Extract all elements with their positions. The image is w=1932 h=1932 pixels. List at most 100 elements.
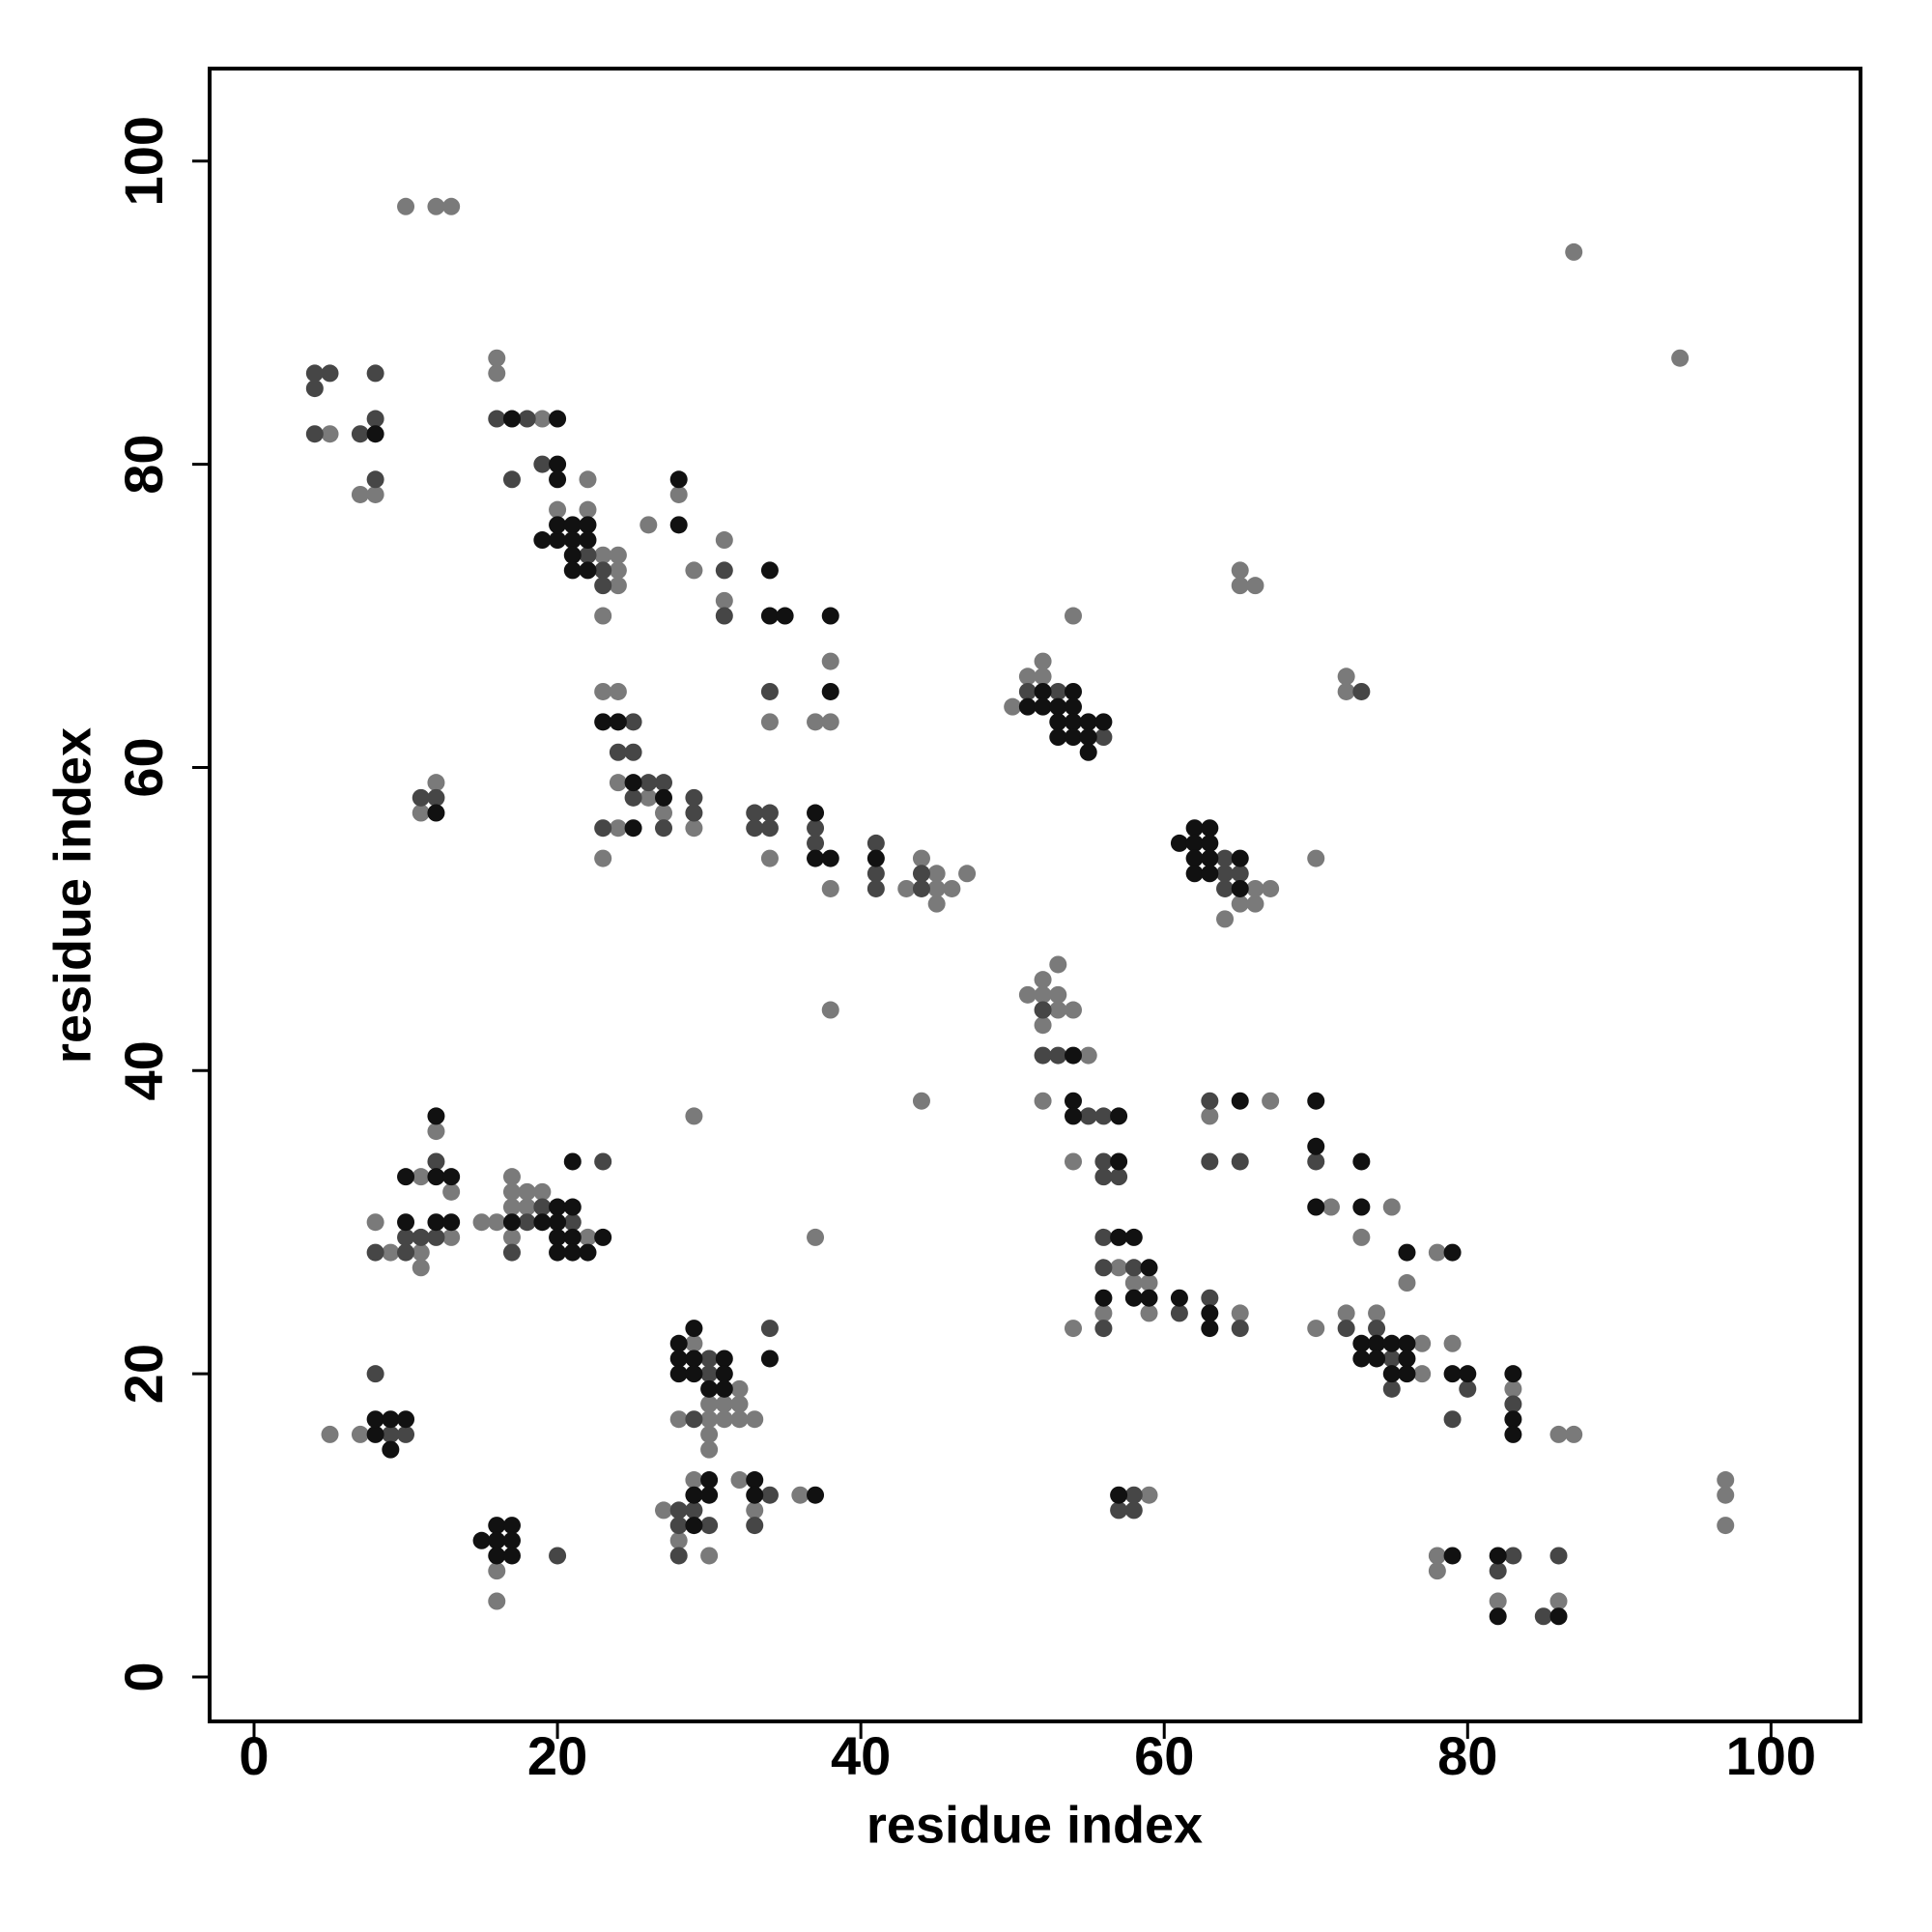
- point: [1034, 1092, 1052, 1110]
- point: [579, 561, 597, 580]
- point: [1428, 1243, 1446, 1262]
- point: [1124, 1228, 1143, 1246]
- point: [624, 743, 642, 761]
- point: [1231, 1320, 1249, 1338]
- point: [533, 1182, 552, 1201]
- point: [1064, 1092, 1082, 1110]
- point: [1110, 1486, 1128, 1504]
- point: [639, 516, 658, 534]
- point: [397, 1410, 415, 1429]
- point: [1064, 1152, 1082, 1171]
- point: [1398, 1243, 1416, 1262]
- point: [715, 1350, 733, 1368]
- point: [1064, 607, 1082, 625]
- point: [700, 1350, 719, 1368]
- point: [549, 516, 567, 534]
- point: [1064, 697, 1082, 716]
- point: [397, 1228, 415, 1246]
- point: [685, 1334, 703, 1352]
- point: [609, 561, 627, 580]
- point: [1064, 713, 1082, 731]
- point: [791, 1486, 810, 1504]
- point: [1489, 1607, 1507, 1626]
- point: [579, 546, 597, 564]
- point: [1034, 682, 1052, 700]
- point: [821, 652, 839, 670]
- point: [715, 607, 733, 625]
- point: [579, 516, 597, 534]
- point: [1064, 1001, 1082, 1019]
- point: [502, 1182, 521, 1201]
- point: [609, 713, 627, 731]
- point: [669, 1531, 688, 1549]
- point: [1201, 1152, 1219, 1171]
- point: [594, 1152, 612, 1171]
- point: [746, 1501, 764, 1520]
- point: [1216, 910, 1235, 928]
- point: [912, 865, 930, 883]
- point: [1170, 834, 1188, 852]
- point: [579, 1228, 597, 1246]
- point: [1034, 971, 1052, 989]
- point: [669, 1334, 688, 1352]
- point: [1185, 865, 1204, 883]
- point: [1049, 713, 1067, 731]
- point: [1307, 1198, 1325, 1216]
- point: [1231, 1092, 1249, 1110]
- point: [669, 1350, 688, 1368]
- point: [1034, 668, 1052, 686]
- point: [366, 485, 384, 503]
- point: [1443, 1365, 1462, 1383]
- point: [366, 1243, 384, 1262]
- point: [821, 682, 839, 700]
- point: [1049, 697, 1067, 716]
- point: [1064, 1046, 1082, 1065]
- x-tick-label: 60: [1134, 1725, 1194, 1786]
- x-tick-label: 40: [831, 1725, 891, 1786]
- point: [685, 1365, 703, 1383]
- point: [1368, 1350, 1386, 1368]
- point: [715, 591, 733, 610]
- point: [1140, 1304, 1158, 1322]
- point: [760, 819, 779, 838]
- point: [382, 1440, 400, 1459]
- y-tick-label: 60: [113, 737, 174, 797]
- point: [412, 1228, 430, 1246]
- point: [594, 713, 612, 731]
- point: [715, 561, 733, 580]
- point: [563, 1152, 582, 1171]
- point: [639, 788, 658, 807]
- point: [549, 410, 567, 428]
- point: [1307, 849, 1325, 867]
- point: [1398, 1334, 1416, 1352]
- point: [1201, 1304, 1219, 1322]
- point: [382, 1410, 400, 1429]
- point: [1064, 728, 1082, 747]
- point: [1717, 1486, 1735, 1504]
- point: [700, 1486, 719, 1504]
- point: [1201, 1320, 1219, 1338]
- point: [807, 819, 825, 838]
- point: [1321, 1198, 1340, 1216]
- point: [1064, 1320, 1082, 1338]
- point: [1124, 1486, 1143, 1504]
- point: [1216, 849, 1235, 867]
- point: [1079, 743, 1097, 761]
- point: [685, 804, 703, 822]
- point: [594, 1228, 612, 1246]
- point: [655, 804, 673, 822]
- point: [305, 425, 324, 443]
- point: [1064, 1107, 1082, 1125]
- point: [1110, 1107, 1128, 1125]
- point: [1231, 561, 1249, 580]
- point: [321, 1425, 339, 1443]
- point: [1064, 682, 1082, 700]
- point: [1382, 1365, 1401, 1383]
- point: [549, 531, 567, 550]
- point: [867, 865, 885, 883]
- point: [746, 1517, 764, 1535]
- point: [609, 774, 627, 792]
- point: [927, 865, 946, 883]
